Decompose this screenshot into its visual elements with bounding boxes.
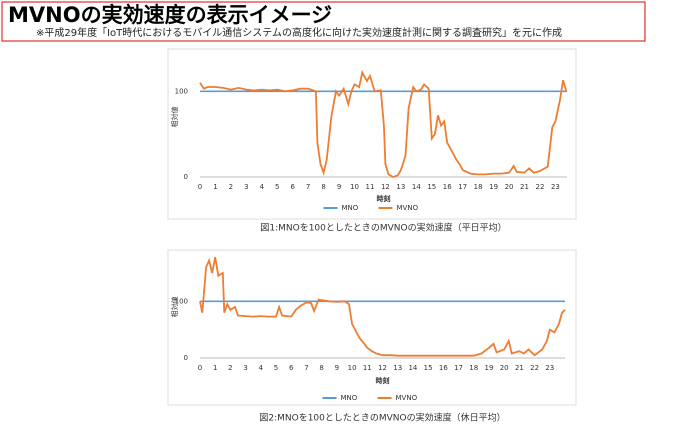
y-axis-label: 相対値	[170, 297, 179, 318]
x-tick-label: 3	[243, 364, 247, 372]
x-tick-label: 10	[350, 183, 359, 191]
x-tick-label: 0	[198, 364, 202, 372]
x-tick-label: 7	[304, 364, 308, 372]
x-tick-label: 21	[520, 183, 529, 191]
x-tick-label: 20	[505, 183, 514, 191]
y-axis-label: 相対値	[170, 107, 179, 128]
x-tick-label: 1	[213, 183, 217, 191]
x-tick-label: 6	[290, 183, 295, 191]
x-tick-label: 4	[259, 364, 264, 372]
x-tick-label: 11	[366, 183, 375, 191]
legend-label: MNO	[341, 394, 358, 402]
x-tick-label: 15	[424, 364, 433, 372]
x-tick-label: 13	[396, 183, 405, 191]
x-tick-label: 8	[319, 364, 323, 372]
y-tick-label: 0	[184, 173, 188, 181]
x-tick-label: 16	[439, 364, 448, 372]
x-tick-label: 5	[275, 183, 279, 191]
x-tick-label: 22	[530, 364, 539, 372]
x-tick-label: 2	[229, 183, 233, 191]
y-tick-label: 100	[175, 87, 188, 95]
x-tick-label: 21	[515, 364, 524, 372]
x-tick-label: 8	[321, 183, 325, 191]
x-axis-label: 時刻	[376, 376, 390, 385]
legend-label: MVNO	[397, 204, 419, 212]
x-tick-label: 18	[469, 364, 478, 372]
x-tick-label: 10	[348, 364, 357, 372]
x-tick-label: 15	[427, 183, 436, 191]
chart-frame	[167, 48, 577, 220]
x-tick-label: 17	[454, 364, 463, 372]
legend-label: MNO	[342, 204, 359, 212]
x-tick-label: 14	[412, 183, 421, 191]
x-tick-label: 11	[363, 364, 372, 372]
x-tick-label: 22	[535, 183, 544, 191]
x-tick-label: 3	[244, 183, 248, 191]
x-tick-label: 14	[408, 364, 417, 372]
x-tick-label: 0	[198, 183, 202, 191]
x-tick-label: 6	[289, 364, 294, 372]
x-tick-label: 20	[500, 364, 509, 372]
x-tick-label: 1	[213, 364, 217, 372]
x-tick-label: 12	[381, 183, 390, 191]
x-tick-label: 12	[378, 364, 387, 372]
y-tick-label: 0	[184, 354, 188, 362]
x-axis-label: 時刻	[377, 194, 391, 203]
x-tick-label: 23	[545, 364, 554, 372]
y-tick-label: 100	[175, 297, 188, 305]
x-tick-label: 18	[474, 183, 483, 191]
x-tick-label: 5	[274, 364, 278, 372]
page-title: MVNOの実効速度の表示イメージ	[8, 3, 332, 27]
chart-caption: 図2:MNOを100としたときのMVNOの実効速度（休日平均）	[259, 412, 505, 424]
x-tick-label: 2	[228, 364, 232, 372]
x-tick-label: 9	[335, 364, 339, 372]
x-tick-label: 17	[458, 183, 467, 191]
header-frame	[1, 1, 646, 42]
x-tick-label: 16	[443, 183, 452, 191]
page-note: ※平成29年度「IoT時代におけるモバイル通信システムの高度化に向けた実効速度計…	[36, 26, 562, 39]
chart-caption: 図1:MNOを100としたときのMVNOの実効速度（平日平均）	[260, 222, 506, 234]
data-line	[199, 256, 566, 357]
x-tick-label: 23	[551, 183, 560, 191]
chart-frame	[167, 249, 577, 406]
x-tick-label: 7	[306, 183, 310, 191]
x-tick-label: 4	[260, 183, 265, 191]
legend-label: MVNO	[396, 394, 418, 402]
data-line	[199, 69, 568, 178]
x-tick-label: 19	[484, 364, 493, 372]
x-tick-label: 9	[337, 183, 341, 191]
x-tick-label: 19	[489, 183, 498, 191]
x-tick-label: 13	[393, 364, 402, 372]
